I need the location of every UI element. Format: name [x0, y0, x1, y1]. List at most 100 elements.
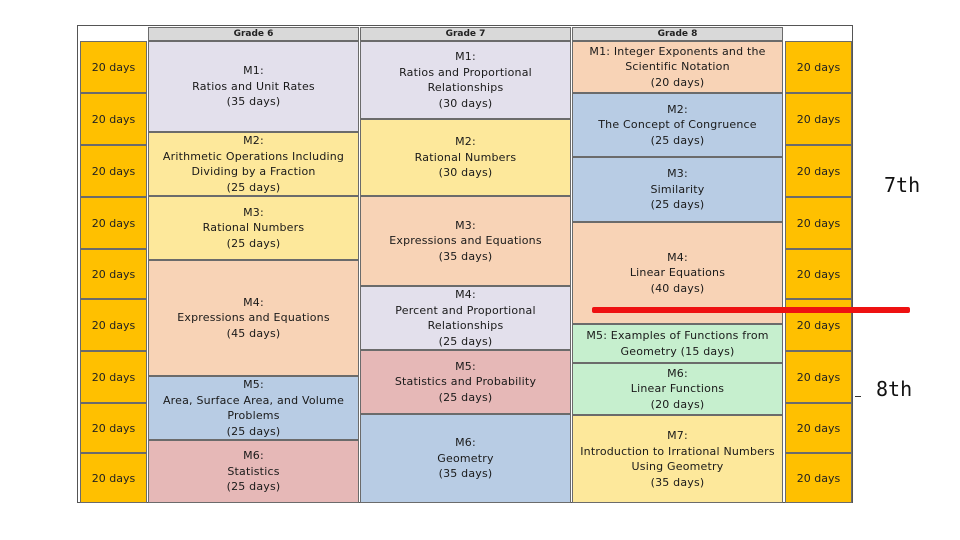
header-grade6: Grade 6 [148, 27, 359, 41]
g7m2-line-3: (30 days) [438, 166, 493, 180]
grade7-module-3: M3: Expressions and Equations (35 days) [360, 196, 571, 286]
g8m2-line-2: The Concept of Congruence [598, 118, 757, 132]
g8m7-line-4: (35 days) [650, 475, 705, 489]
g8m7-line-3: Using Geometry [631, 460, 724, 473]
g7m6-line-1: M6: [455, 436, 476, 450]
grade6-module-5: M5: Area, Surface Area, and Volume Probl… [148, 376, 359, 440]
g7m5-line-3: (25 days) [438, 390, 493, 404]
g6m4-line-1: M4: [243, 295, 264, 309]
g8m3-line-1: M3: [667, 167, 688, 181]
g7m3-line-3: (35 days) [438, 249, 493, 263]
g8m1-line-2: Scientific Notation [625, 60, 730, 74]
g8m6-line-3: (20 days) [650, 397, 705, 411]
days-left-6: 20 days [80, 299, 147, 351]
g6m1-line-1: M1: [243, 64, 264, 78]
grade7-module-6: M6: Geometry (35 days) [360, 414, 571, 503]
grade7-module-4: M4: Percent and Proportional Relationshi… [360, 286, 571, 350]
days-right-2: 20 days [785, 93, 852, 145]
g6m6-line-2: Statistics [227, 464, 280, 478]
days-right-4: 20 days [785, 197, 852, 249]
grade6-module-6: M6: Statistics (25 days) [148, 440, 359, 503]
curriculum-table: Grade 6 Grade 7 Grade 8 20 days 20 days … [77, 25, 853, 503]
g6m2-line-4: (25 days) [226, 180, 281, 194]
g6m1-line-2: Ratios and Unit Rates [192, 79, 315, 93]
grade8-module-6: M6: Linear Functions (20 days) [572, 363, 783, 415]
g7m3-line-2: Expressions and Equations [389, 234, 542, 248]
g7m2-line-1: M2: [455, 135, 476, 149]
g8m2-line-1: M2: [667, 102, 688, 116]
g8m5-line-2: Geometry (15 days) [620, 344, 735, 358]
g6m5-line-2: Area, Surface Area, and Volume [162, 393, 345, 407]
grade8-module-1: M1: Integer Exponents and the Scientific… [572, 41, 783, 93]
tick-mark [855, 396, 861, 397]
g8m3-line-3: (25 days) [650, 198, 705, 212]
g7m6-line-3: (35 days) [438, 467, 493, 481]
days-left-2: 20 days [80, 93, 147, 145]
g7m4-line-1: M4: [455, 288, 476, 301]
g7m4-line-3: Relationships [427, 319, 504, 332]
grade6-module-2: M2: Arithmetic Operations Including Divi… [148, 132, 359, 196]
red-divider-line [592, 307, 910, 313]
grade8-module-3: M3: Similarity (25 days) [572, 157, 783, 222]
g8m7-line-2: Introduction to Irrational Numbers [580, 444, 775, 458]
label-8th: 8th [876, 377, 913, 401]
g6m2-line-3: Dividing by a Fraction [191, 165, 316, 178]
g8m7-line-1: M7: [667, 429, 688, 442]
g8m6-line-2: Linear Functions [630, 382, 725, 396]
label-7th: 7th [884, 173, 921, 197]
grade6-module-3: M3: Rational Numbers (25 days) [148, 196, 359, 260]
g8m1-line-3: (20 days) [650, 75, 705, 89]
g8m4-line-3: (40 days) [650, 281, 705, 295]
grade7-module-5: M5: Statistics and Probability (25 days) [360, 350, 571, 414]
days-left-8: 20 days [80, 403, 147, 453]
days-left-3: 20 days [80, 145, 147, 197]
g7m1-line-3: Relationships [427, 81, 504, 94]
g8m4-line-2: Linear Equations [629, 266, 726, 280]
g8m6-line-1: M6: [667, 366, 688, 380]
days-right-9: 20 days [785, 453, 852, 503]
g6m5-line-1: M5: [243, 378, 264, 391]
grade6-module-4: M4: Expressions and Equations (45 days) [148, 260, 359, 376]
g6m6-line-3: (25 days) [226, 480, 281, 494]
days-left-5: 20 days [80, 249, 147, 299]
g6m2-line-2: Arithmetic Operations Including [162, 149, 345, 163]
g7m6-line-2: Geometry [437, 451, 494, 465]
g6m4-line-3: (45 days) [226, 326, 281, 340]
g7m4-line-2: Percent and Proportional [395, 303, 536, 317]
g7m5-line-1: M5: [455, 359, 476, 373]
g6m2-line-1: M2: [243, 134, 264, 147]
g6m6-line-1: M6: [243, 449, 264, 463]
days-right-3: 20 days [785, 145, 852, 197]
days-left-9: 20 days [80, 453, 147, 503]
days-right-8: 20 days [785, 403, 852, 453]
grade7-module-1: M1: Ratios and Proportional Relationship… [360, 41, 571, 119]
g8m4-line-1: M4: [667, 250, 688, 264]
g6m5-line-4: (25 days) [226, 424, 281, 438]
g8m2-line-3: (25 days) [650, 133, 705, 147]
days-right-7: 20 days [785, 351, 852, 403]
g6m1-line-3: (35 days) [226, 95, 281, 109]
header-grade7: Grade 7 [360, 27, 571, 41]
g6m4-line-2: Expressions and Equations [177, 311, 330, 325]
days-left-4: 20 days [80, 197, 147, 249]
grade6-module-1: M1: Ratios and Unit Rates (35 days) [148, 41, 359, 132]
days-left-7: 20 days [80, 351, 147, 403]
grade8-module-7: M7: Introduction to Irrational Numbers U… [572, 415, 783, 503]
g6m3-line-1: M3: [243, 205, 264, 219]
g7m1-line-4: (30 days) [438, 96, 493, 110]
days-right-1: 20 days [785, 41, 852, 93]
g8m5-line-1: M5: Examples of Functions from [586, 329, 769, 342]
g7m1-line-2: Ratios and Proportional [399, 65, 532, 79]
header-grade8: Grade 8 [572, 27, 783, 41]
g6m3-line-2: Rational Numbers [202, 221, 305, 235]
g6m3-line-3: (25 days) [226, 236, 281, 250]
grade8-module-2: M2: The Concept of Congruence (25 days) [572, 93, 783, 157]
g6m5-line-3: Problems [227, 409, 280, 422]
g7m5-line-2: Statistics and Probability [394, 375, 537, 389]
g7m4-line-4: (25 days) [438, 334, 493, 348]
days-left-1: 20 days [80, 41, 147, 93]
grade8-module-5: M5: Examples of Functions from Geometry … [572, 324, 783, 363]
g8m3-line-2: Similarity [650, 182, 705, 196]
grade7-module-2: M2: Rational Numbers (30 days) [360, 119, 571, 196]
